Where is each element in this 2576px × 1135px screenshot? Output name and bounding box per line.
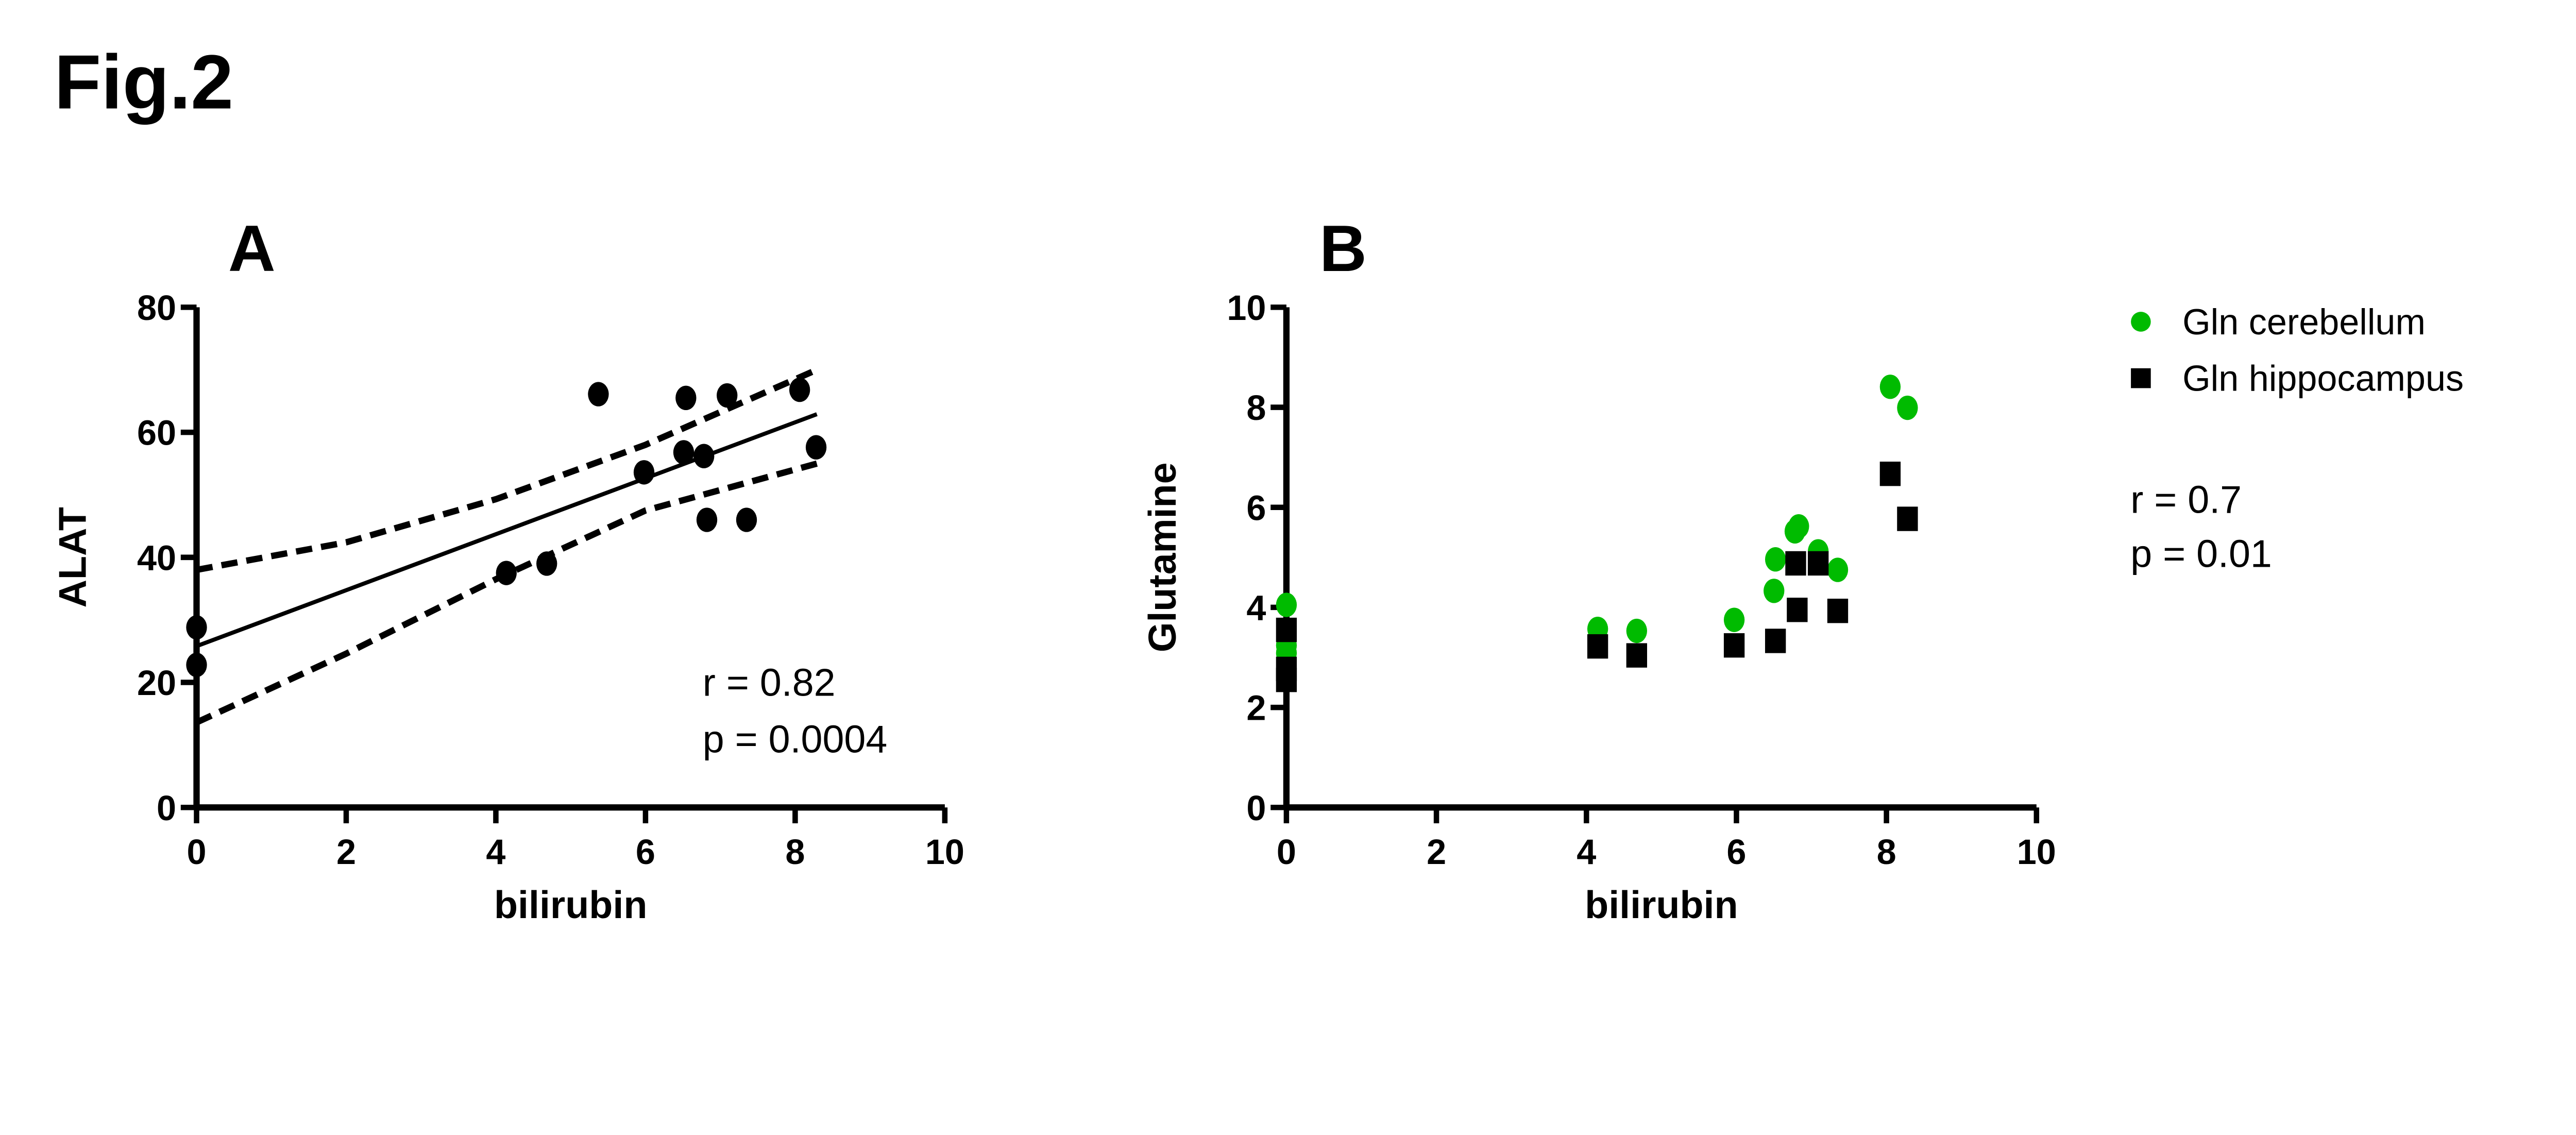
y-tick-label: 6 xyxy=(1246,488,1266,528)
data-point xyxy=(693,444,715,468)
x-tick-label: 4 xyxy=(486,833,505,872)
legend-marker-hippocampus xyxy=(2131,368,2151,388)
data-point-hippocampus xyxy=(1785,551,1806,576)
data-point xyxy=(675,385,697,411)
y-tick-label: 2 xyxy=(1246,689,1266,728)
stat-annotation: r = 0.7 xyxy=(2130,478,2242,521)
data-point-hippocampus xyxy=(1807,551,1829,576)
stat-annotation: p = 0.0004 xyxy=(703,717,888,760)
ci-upper-line xyxy=(196,367,818,573)
data-point-hippocampus xyxy=(1879,462,1901,486)
data-point-cerebellum xyxy=(1897,395,1918,420)
data-point xyxy=(717,383,738,408)
y-tick-label: 0 xyxy=(1246,789,1266,828)
data-point-hippocampus xyxy=(1626,643,1647,668)
legend-label: Gln hippocampus xyxy=(2182,358,2464,399)
x-tick-label: 0 xyxy=(1277,833,1296,872)
data-point-cerebellum xyxy=(1764,579,1785,603)
legend-marker-cerebellum xyxy=(2131,312,2151,332)
data-point-hippocampus xyxy=(1897,506,1918,531)
data-point-hippocampus xyxy=(1723,633,1745,658)
x-tick-label: 10 xyxy=(925,833,964,872)
y-axis-label: ALAT xyxy=(51,507,94,607)
panel-b-label: B xyxy=(1319,212,1367,285)
data-point xyxy=(736,507,757,532)
data-point xyxy=(186,615,207,640)
regression-line xyxy=(196,412,818,648)
ci-lower-line xyxy=(195,460,818,725)
data-point-cerebellum xyxy=(1276,592,1297,617)
data-point-cerebellum xyxy=(1626,618,1647,643)
x-tick-label: 8 xyxy=(785,833,805,872)
legend-label: Gln cerebellum xyxy=(2182,301,2426,342)
stat-annotation: p = 0.01 xyxy=(2130,532,2272,575)
x-tick-label: 2 xyxy=(1427,833,1446,872)
y-tick-label: 10 xyxy=(1227,289,1266,328)
data-point-cerebellum xyxy=(1723,607,1745,632)
x-tick-label: 10 xyxy=(2017,833,2056,872)
data-point xyxy=(633,460,655,485)
panel-b: 0 2 4 6 8 10 0 2 4 6 8 10 bilirubin Glutamine Gln cere… xyxy=(1141,289,2464,926)
figure-title: Fig.2 xyxy=(54,39,233,125)
panel-a-label: A xyxy=(228,212,276,285)
panel-a: 0 2 4 6 8 10 0 20 40 60 80 bilirubin ALAT r = 0.82 p =… xyxy=(51,289,964,926)
y-tick-label: 20 xyxy=(137,664,176,703)
y-tick-label: 60 xyxy=(137,414,176,453)
x-axis-label: bilirubin xyxy=(494,883,647,926)
data-point-cerebellum xyxy=(1765,547,1786,572)
figure: Fig.2 A B 0 2 4 6 8 10020406080bilirubinALATr… xyxy=(51,39,2464,926)
stat-annotation: r = 0.82 xyxy=(703,661,836,704)
data-point xyxy=(536,551,557,576)
x-tick-label: 2 xyxy=(336,833,356,872)
x-tick-label: 0 xyxy=(187,833,206,872)
data-point-cerebellum xyxy=(1788,514,1809,539)
data-point xyxy=(789,377,810,402)
x-tick-label: 6 xyxy=(636,833,655,872)
y-tick-label: 0 xyxy=(157,789,176,828)
y-axis-label: Glutamine xyxy=(1141,462,1184,652)
data-point-hippocampus xyxy=(1787,598,1808,622)
y-tick-label: 8 xyxy=(1246,388,1266,428)
y-tick-label: 40 xyxy=(137,538,176,578)
data-point xyxy=(805,435,827,460)
data-point-hippocampus xyxy=(1587,634,1608,659)
data-point-cerebellum xyxy=(1827,557,1849,582)
data-point xyxy=(588,382,609,406)
data-point xyxy=(673,440,694,465)
x-axis-label: bilirubin xyxy=(1585,883,1738,926)
data-point-hippocampus xyxy=(1765,629,1786,653)
y-tick-label: 4 xyxy=(1246,588,1266,628)
data-point xyxy=(496,561,517,585)
x-tick-label: 4 xyxy=(1577,833,1596,872)
data-point-hippocampus xyxy=(1276,617,1297,642)
data-point-hippocampus xyxy=(1827,599,1849,623)
x-tick-label: 6 xyxy=(1726,833,1746,872)
y-tick-label: 80 xyxy=(137,289,176,328)
data-point-hippocampus xyxy=(1276,668,1297,692)
x-tick-label: 8 xyxy=(1877,833,1896,872)
data-point-cerebellum xyxy=(1879,375,1901,399)
data-point xyxy=(186,652,207,677)
data-point xyxy=(696,507,718,532)
